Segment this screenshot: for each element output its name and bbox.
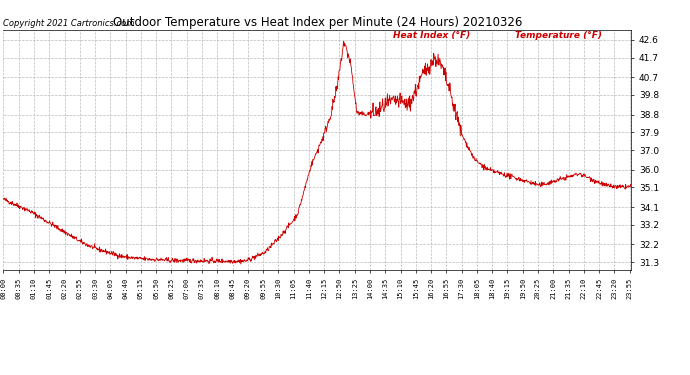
Text: Copyright 2021 Cartronics.com: Copyright 2021 Cartronics.com: [3, 19, 135, 28]
Text: Heat Index (°F): Heat Index (°F): [393, 31, 470, 40]
Text: Temperature (°F): Temperature (°F): [515, 31, 602, 40]
Title: Outdoor Temperature vs Heat Index per Minute (24 Hours) 20210326: Outdoor Temperature vs Heat Index per Mi…: [112, 16, 522, 29]
